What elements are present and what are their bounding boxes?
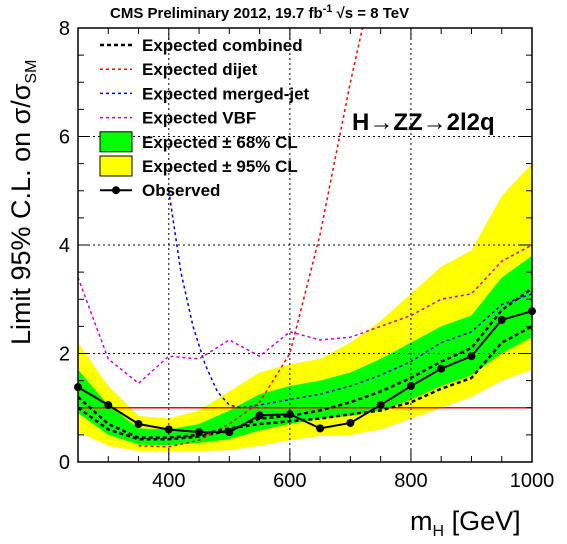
legend: Expected combined Expected dijet Expected …	[99, 36, 310, 200]
legend-label: Expected VBF	[142, 109, 256, 128]
y-tick-label: 4	[59, 235, 70, 257]
legend-item-exp-combined: Expected combined	[100, 36, 303, 55]
legend-item-exp-vbf: Expected VBF	[100, 109, 256, 128]
chart-title: CMS Preliminary 2012, 19.7 fb-1 √s = 8 T…	[110, 3, 409, 22]
x-tick-label: 400	[152, 470, 185, 492]
legend-label: Expected ± 95% CL	[142, 157, 298, 176]
axis-ticks: 400 600 800 1000 0 2 4 6 8	[59, 18, 554, 492]
observed-point	[497, 315, 506, 324]
series-exp-combined-b	[78, 325, 532, 439]
legend-item-exp-dijet: Expected dijet	[100, 60, 258, 79]
observed-point	[225, 428, 234, 437]
observed-series	[74, 307, 536, 437]
x-axis-title: mH [GeV]	[410, 506, 521, 540]
y-tick-label: 0	[59, 452, 70, 474]
series-exp-combined	[78, 287, 532, 441]
legend-item-exp-merged: Expected merged-jet	[100, 84, 310, 103]
legend-swatch	[99, 131, 133, 153]
x-tick-label: 800	[394, 470, 427, 492]
observed-point	[437, 364, 446, 373]
observed-line	[77, 310, 533, 434]
series-exp-merged	[168, 190, 532, 409]
legend-label: Expected ± 68% CL	[142, 133, 298, 152]
series-exp-dijet	[138, 28, 364, 448]
y-tick-label: 8	[59, 18, 70, 40]
legend-label: Observed	[142, 181, 220, 200]
observed-point	[164, 425, 173, 434]
legend-label: Expected merged-jet	[142, 84, 310, 103]
observed-point	[346, 418, 355, 427]
series-exp-vbf	[78, 244, 532, 385]
observed-point	[406, 382, 415, 391]
legend-item-observed: Observed	[100, 181, 220, 200]
legend-label: Expected combined	[142, 36, 303, 55]
x-tick-label: 600	[273, 470, 306, 492]
legend-item-band95: Expected ± 95% CL	[99, 155, 298, 177]
observed-point	[195, 428, 204, 437]
observed-point	[104, 401, 113, 410]
process-label: H→ZZ→2l2q	[352, 109, 495, 136]
observed-point	[255, 411, 264, 420]
legend-swatch-marker	[112, 186, 120, 195]
legend-item-band68: Expected ± 68% CL	[99, 131, 298, 153]
y-axis-title: Limit 95% C.L. on σ/σSM	[6, 60, 40, 345]
observed-point	[285, 410, 294, 419]
y-tick-label: 6	[59, 127, 70, 149]
legend-swatch	[99, 155, 133, 177]
x-tick-label: 1000	[510, 470, 555, 492]
expected-lines	[78, 28, 532, 448]
observed-point	[376, 401, 385, 410]
legend-label: Expected dijet	[142, 60, 258, 79]
y-tick-label: 2	[59, 344, 70, 366]
observed-point	[134, 420, 143, 429]
observed-point	[316, 424, 325, 433]
observed-point	[467, 352, 476, 361]
